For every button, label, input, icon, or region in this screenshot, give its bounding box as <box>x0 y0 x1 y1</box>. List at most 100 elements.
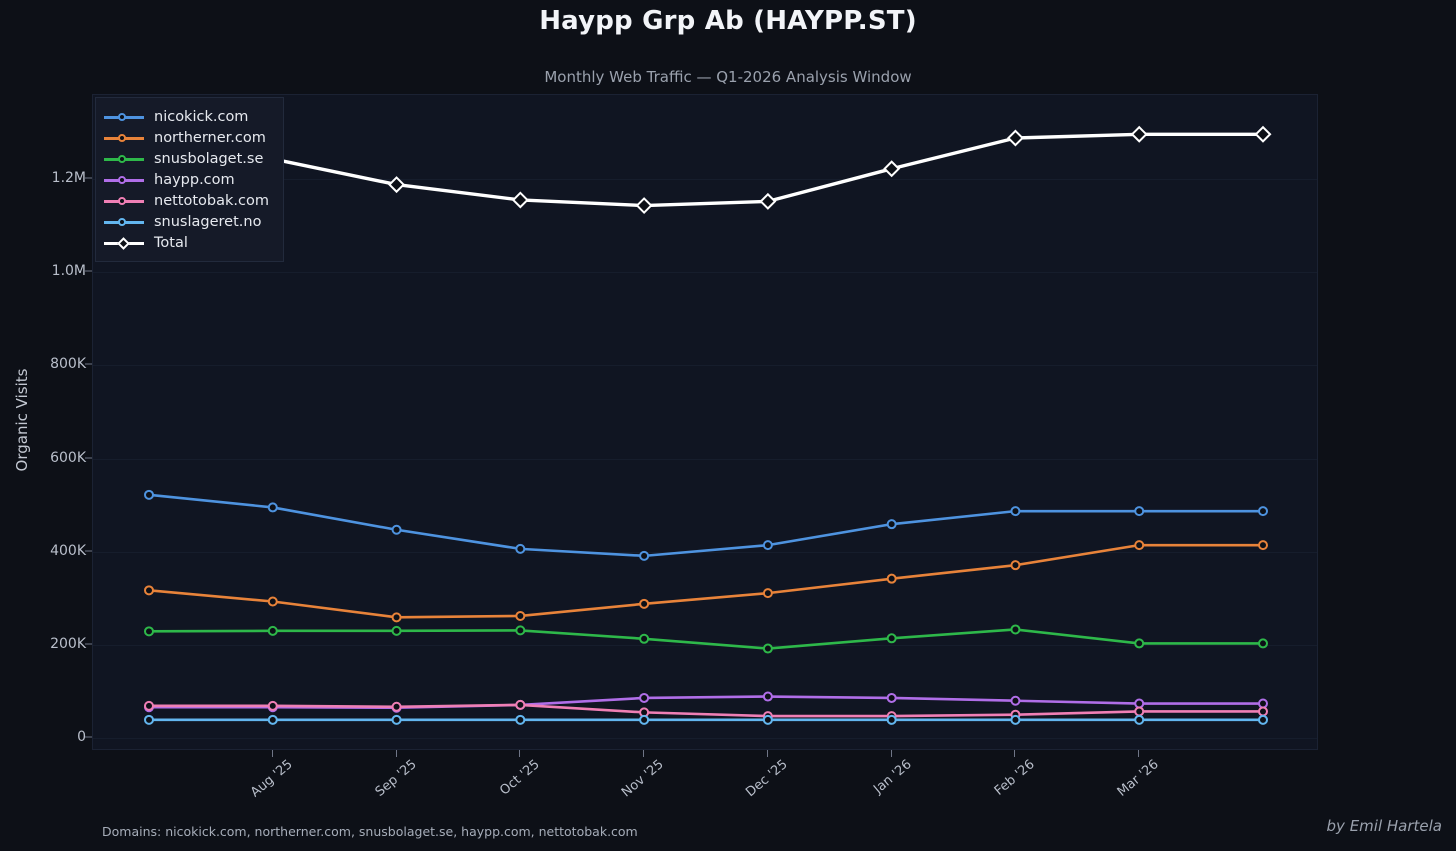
data-point-marker <box>515 543 526 554</box>
data-point-marker <box>267 714 278 725</box>
data-point-marker <box>144 626 154 637</box>
data-point-marker <box>1134 638 1145 649</box>
legend-item-total[interactable]: Total <box>104 232 269 253</box>
data-point-marker <box>639 692 650 703</box>
legend-swatch-icon <box>104 110 144 124</box>
gridline <box>93 738 1317 739</box>
data-point-marker <box>762 643 773 654</box>
gridline <box>93 365 1317 367</box>
data-point-marker <box>886 573 897 584</box>
x-axis-tick-mark <box>519 750 521 757</box>
legend-item-nicokick-com[interactable]: nicokick.com <box>104 106 269 127</box>
data-point-marker <box>1258 698 1268 709</box>
gridline <box>93 551 1317 553</box>
data-point-marker <box>886 633 897 644</box>
author-credit: by Emil Hartela <box>1326 817 1442 835</box>
series-northerner.com <box>144 540 1268 623</box>
data-point-marker <box>511 191 529 209</box>
x-axis-tick-label: Feb '26 <box>992 757 1039 799</box>
series-line <box>147 703 1265 718</box>
gridline <box>93 458 1317 460</box>
series-Total <box>140 125 1272 215</box>
data-point-marker <box>267 700 278 711</box>
data-point-marker <box>1010 695 1021 706</box>
x-axis-tick-label: Jan '26 <box>870 757 915 797</box>
x-axis-tick-label: Dec '25 <box>743 757 791 801</box>
data-point-marker <box>1010 506 1021 517</box>
series-snuslageret.no <box>144 714 1268 725</box>
chart-legend[interactable]: nicokick.com northerner.com snusbolaget.se… <box>95 97 284 262</box>
data-point-marker <box>144 489 154 500</box>
y-axis-tick-label: 200K <box>50 635 86 652</box>
data-point-marker <box>639 550 650 561</box>
x-axis-tick-mark <box>271 750 273 757</box>
data-point-marker <box>267 502 278 513</box>
x-axis-tick-label: Aug '25 <box>247 757 296 801</box>
legend-swatch-icon <box>104 131 144 145</box>
y-axis-tick-mark <box>85 736 92 738</box>
gridline <box>93 179 1317 180</box>
series-line <box>147 132 1265 208</box>
legend-item-northerner-com[interactable]: northerner.com <box>104 127 269 148</box>
y-axis-tick-label: 1.2M <box>51 170 86 186</box>
data-point-marker <box>1134 706 1145 717</box>
data-point-marker <box>144 700 154 711</box>
legend-item-snuslageret-no[interactable]: snuslageret.no <box>104 211 269 232</box>
legend-item-snusbolaget-se[interactable]: snusbolaget.se <box>104 148 269 169</box>
data-point-marker <box>388 176 406 194</box>
y-axis-tick-mark <box>85 457 92 458</box>
legend-item-nettotobak-com[interactable]: nettotobak.com <box>104 190 269 211</box>
data-point-marker <box>391 524 402 535</box>
y-axis-tick-label: 0 <box>77 729 86 745</box>
series-lines <box>140 125 1272 725</box>
legend-item-label: northerner.com <box>154 129 266 146</box>
legend-swatch-icon <box>104 194 144 208</box>
data-point-marker <box>762 588 773 599</box>
y-axis-tick-label: 1.0M <box>51 263 86 280</box>
data-point-marker <box>1258 706 1268 717</box>
y-axis-tick-label: 800K <box>50 356 86 373</box>
series-haypp.com <box>144 691 1268 713</box>
data-point-marker <box>886 519 897 530</box>
data-point-marker <box>883 160 901 178</box>
data-point-marker <box>1134 506 1145 517</box>
data-point-marker <box>515 714 526 725</box>
legend-item-label: nettotobak.com <box>154 192 269 209</box>
data-point-marker <box>1254 125 1272 143</box>
data-point-marker <box>1134 540 1145 551</box>
data-point-marker <box>886 714 897 725</box>
data-point-marker <box>639 633 650 644</box>
data-point-marker <box>391 612 402 623</box>
data-point-marker <box>1258 540 1268 551</box>
data-point-marker <box>1134 714 1145 725</box>
legend-swatch-icon <box>104 152 144 166</box>
legend-swatch-icon <box>104 236 144 250</box>
data-point-marker <box>515 699 526 710</box>
data-point-marker <box>391 701 402 712</box>
data-point-marker <box>1258 638 1268 649</box>
data-point-marker <box>762 714 773 725</box>
x-axis-tick-mark <box>1014 750 1016 757</box>
series-snusbolaget.se <box>144 624 1268 654</box>
legend-item-label: snuslageret.no <box>154 213 262 230</box>
gridline <box>93 272 1317 274</box>
legend-item-label: Total <box>154 234 188 251</box>
legend-item-haypp-com[interactable]: haypp.com <box>104 169 269 190</box>
data-point-marker <box>515 610 526 621</box>
x-axis-tick-label: Nov '25 <box>619 757 667 801</box>
y-axis-tick-mark <box>85 363 92 365</box>
x-axis-tick-mark <box>766 750 768 757</box>
gridline <box>93 644 1317 646</box>
y-axis-label: Organic Visits <box>13 368 31 472</box>
page-title: Haypp Grp Ab (HAYPP.ST) <box>539 6 917 36</box>
data-point-marker <box>1130 125 1148 143</box>
data-point-marker <box>1010 714 1021 725</box>
data-point-marker <box>267 596 278 607</box>
y-axis-tick-mark <box>85 270 92 272</box>
x-axis-tick-label: Sep '25 <box>372 757 420 800</box>
data-point-marker <box>1006 129 1024 147</box>
y-axis-tick-label: 400K <box>50 542 86 559</box>
data-point-marker <box>1134 698 1145 709</box>
y-axis-tick-mark <box>85 550 92 552</box>
